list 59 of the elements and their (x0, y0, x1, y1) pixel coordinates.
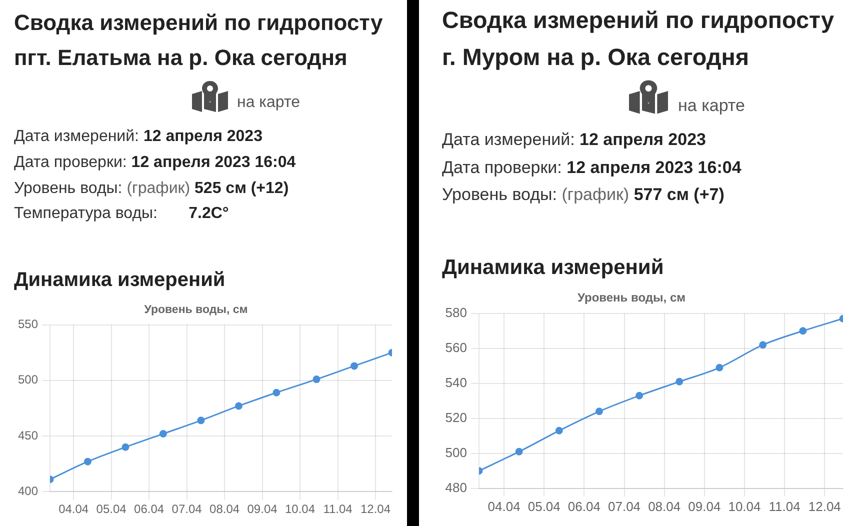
point (515, 448, 523, 456)
point (759, 341, 767, 349)
text: Температура воды: 7.2C° (14, 205, 229, 222)
text: на карте (678, 96, 745, 116)
x-tick-label: 06.04 (568, 498, 600, 514)
point (312, 376, 320, 384)
y-tick-label: 500 (445, 444, 467, 460)
x-tick-label: 05.04 (528, 498, 560, 514)
point (676, 378, 684, 386)
point (350, 362, 358, 370)
point (159, 430, 167, 438)
point (799, 327, 807, 335)
text: на карте (237, 94, 300, 112)
y-tick-label: 500 (18, 372, 38, 387)
text: Дата проверки: 12 апреля 2023 16:04 (14, 154, 296, 171)
x-tick-label: 08.04 (210, 502, 240, 516)
y-tick-label: 450 (18, 428, 38, 442)
chart-subtitle: Динамика измерений (442, 256, 664, 280)
x-tick-label: 07.04 (172, 502, 202, 516)
point (595, 408, 603, 416)
text: Уровень воды: (график) 525 см (+12) (14, 180, 289, 197)
x-tick-label: 10.04 (285, 502, 316, 516)
chart-title: Уровень воды, см (144, 304, 248, 316)
y-tick-label: 480 (445, 480, 467, 495)
point (122, 443, 130, 451)
point (234, 402, 242, 410)
text: Сводка измерений по гидропосту г. Муром на р. Ока сегодня (442, 6, 836, 72)
x-tick-label: 07.04 (608, 498, 641, 514)
text: Сводка измерений по гидропосту пгт. Елатьма на р. Ока сегодня (14, 9, 384, 72)
x-tick-label: 12.04 (808, 498, 841, 514)
y-tick-label: 520 (445, 410, 467, 425)
x-tick-label: 08.04 (648, 498, 681, 514)
y-tick-label: 400 (18, 484, 38, 498)
point (636, 392, 644, 400)
x-tick-label: 12.04 (360, 502, 391, 516)
y-tick-label: 560 (445, 340, 467, 355)
y-tick-label: 580 (445, 304, 467, 320)
point (197, 416, 205, 424)
y-tick-label: 550 (18, 317, 38, 332)
x-tick-label: 04.04 (58, 502, 89, 516)
point (272, 388, 280, 396)
x-tick-label: 09.04 (247, 502, 278, 516)
point (555, 426, 563, 434)
x-tick-label: 10.04 (728, 498, 761, 514)
chart-title: Уровень воды, см (578, 290, 686, 305)
x-tick-label: 09.04 (688, 498, 721, 514)
y-tick-label: 540 (445, 374, 467, 390)
text: Дата измерений: 12 апреля 2023 (14, 128, 262, 145)
text: Дата проверки: 12 апреля 2023 16:04 (442, 158, 742, 177)
chart-subtitle: Динамика измерений (14, 269, 226, 292)
x-tick-label: 11.04 (768, 498, 800, 514)
point (716, 364, 724, 372)
text: Дата измерений: 12 апреля 2023 (442, 130, 706, 149)
x-tick-label: 11.04 (323, 502, 353, 516)
x-tick-label: 06.04 (134, 502, 164, 516)
x-tick-label: 04.04 (488, 498, 520, 514)
text: Уровень воды: (график) 577 см (+7) (442, 185, 724, 204)
point (84, 458, 92, 466)
x-tick-label: 05.04 (96, 502, 127, 516)
